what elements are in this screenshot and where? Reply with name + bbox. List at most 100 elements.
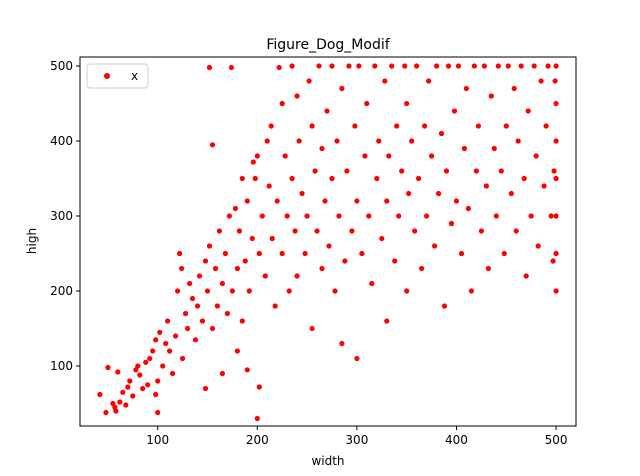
data-point	[224, 310, 230, 317]
data-point	[342, 258, 348, 264]
data-point	[419, 265, 425, 272]
data-point	[422, 123, 428, 129]
data-point	[545, 63, 551, 69]
data-point	[404, 100, 410, 107]
data-point	[329, 63, 335, 69]
data-point	[392, 258, 398, 264]
data-point	[541, 183, 547, 189]
data-point	[286, 288, 292, 294]
data-point	[553, 100, 559, 107]
x-tick-label: 100	[146, 433, 169, 447]
y-tick-label: 500	[50, 59, 73, 73]
data-point	[115, 369, 121, 375]
data-point	[553, 63, 559, 69]
data-point	[485, 265, 491, 272]
data-point	[127, 378, 133, 384]
data-point	[219, 280, 225, 287]
data-point	[336, 213, 342, 219]
data-point	[254, 153, 260, 159]
data-point	[451, 108, 458, 114]
data-point	[316, 63, 322, 69]
data-point	[250, 159, 256, 165]
data-point	[234, 265, 240, 272]
data-point	[269, 235, 275, 242]
data-point	[163, 340, 169, 347]
legend-marker	[104, 73, 110, 79]
data-point	[374, 175, 380, 182]
data-point	[113, 408, 119, 414]
data-point	[256, 384, 262, 390]
data-point	[362, 153, 368, 159]
data-point	[302, 250, 308, 257]
data-point	[471, 63, 477, 69]
data-point	[384, 198, 390, 204]
y-axis-label: high	[25, 228, 39, 254]
data-point	[165, 318, 171, 324]
data-point	[553, 213, 559, 219]
data-point	[412, 228, 418, 234]
data-point	[206, 243, 213, 249]
y-tick-label: 400	[50, 134, 73, 148]
data-point	[426, 78, 432, 84]
data-point	[463, 85, 469, 92]
data-point	[515, 138, 521, 144]
data-point	[429, 153, 435, 159]
data-point	[550, 258, 556, 264]
data-point	[354, 355, 360, 362]
legend-label-x: x	[131, 69, 138, 83]
data-point	[346, 63, 352, 69]
x-axis-ticks: 100 200 300 400 500	[146, 426, 568, 447]
data-point	[409, 138, 415, 144]
data-point	[209, 142, 216, 148]
data-point	[376, 138, 382, 144]
data-point	[491, 145, 497, 152]
data-point	[364, 100, 370, 107]
data-point	[222, 250, 228, 257]
data-point	[147, 355, 153, 362]
data-point	[314, 228, 320, 234]
data-point	[309, 325, 315, 332]
data-point	[239, 175, 245, 182]
data-point	[264, 138, 270, 144]
data-point	[262, 273, 268, 279]
data-point	[523, 273, 529, 279]
data-point	[498, 168, 504, 174]
data-point	[103, 409, 109, 416]
data-point	[289, 175, 295, 182]
x-tick-label: 300	[345, 433, 368, 447]
data-point	[229, 288, 235, 294]
data-point	[272, 303, 278, 309]
data-point	[473, 168, 479, 174]
legend-box	[86, 63, 149, 89]
data-point	[356, 63, 362, 69]
data-point	[167, 348, 173, 354]
data-point	[214, 303, 220, 309]
data-point	[324, 108, 330, 114]
data-point	[309, 123, 315, 129]
data-point	[157, 329, 163, 335]
data-point	[123, 402, 129, 408]
data-point	[219, 370, 225, 377]
data-point	[399, 168, 405, 174]
data-point	[521, 175, 527, 182]
data-point	[179, 265, 185, 272]
data-point	[125, 384, 131, 390]
data-point	[216, 228, 222, 234]
data-point	[294, 93, 300, 99]
data-point	[379, 235, 385, 242]
data-point	[180, 355, 186, 362]
data-point	[292, 228, 298, 234]
data-point	[212, 265, 219, 272]
data-point	[553, 288, 559, 294]
data-point	[145, 382, 151, 388]
data-point	[352, 123, 358, 129]
data-point	[312, 168, 318, 174]
x-tick-label: 400	[445, 433, 468, 447]
data-point	[242, 258, 248, 264]
data-point	[143, 359, 149, 365]
data-point	[97, 391, 103, 398]
data-point	[416, 175, 422, 182]
data-point	[254, 415, 260, 422]
data-point	[319, 265, 325, 272]
